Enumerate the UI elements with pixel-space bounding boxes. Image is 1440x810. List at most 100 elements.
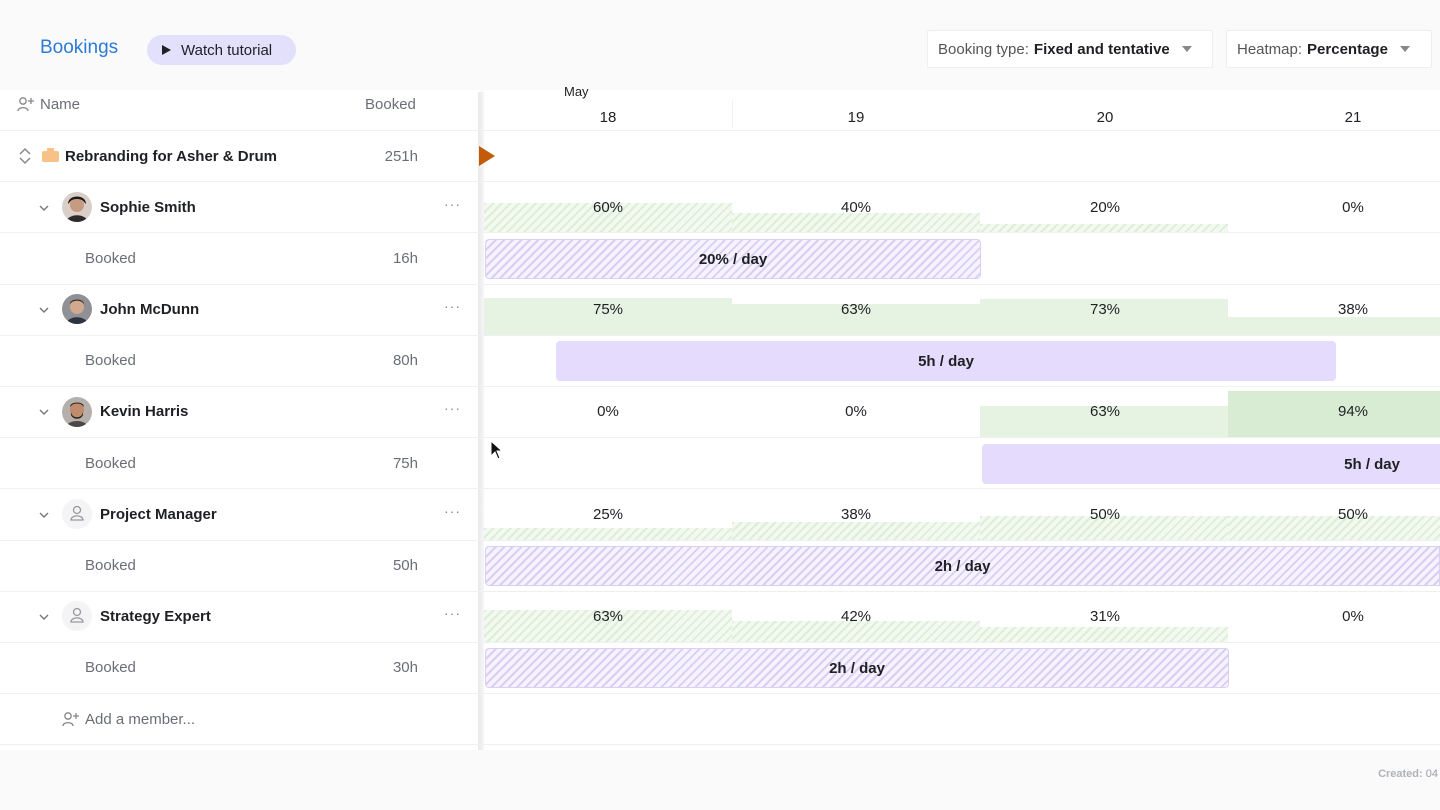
row-separator [0,642,1440,643]
heatmap-cell [732,522,980,540]
percentage-label: 60% [592,199,624,216]
heatmap-dropdown[interactable]: Heatmap: Percentage [1226,30,1432,68]
booking-type-label: Booking type: [938,40,1029,58]
created-label: Created: [1378,768,1423,780]
project-name[interactable]: Rebranding for Asher & Drum [65,148,277,165]
more-icon[interactable]: ··· [444,196,461,212]
booked-column-header[interactable]: Booked [365,96,416,113]
day-label: 19 [847,109,865,126]
add-member-button[interactable]: Add a member... [85,711,196,728]
percentage-label: 38% [1337,301,1369,318]
booked-hours: 50h [392,557,418,574]
heatmap-cell [484,298,732,335]
heatmap-cell [980,627,1228,642]
day-label: 21 [1344,109,1362,126]
play-icon [162,45,171,55]
add-person-icon[interactable] [62,711,80,727]
heatmap-cell [732,304,980,335]
heatmap-cell [980,516,1228,540]
percentage-label: 0% [1342,608,1364,625]
percentage-label: 0% [845,403,867,420]
booking-bar-label: 2h / day [829,659,885,677]
row-separator [0,335,1440,336]
avatar [62,192,92,222]
watch-tutorial-button[interactable]: Watch tutorial [147,35,296,65]
percentage-label: 63% [592,608,624,625]
booking-bar[interactable]: 5h / day [556,341,1336,381]
row-separator [0,693,1440,694]
panel-divider[interactable] [478,92,484,750]
row-separator [0,540,1440,541]
created-value: 04 [1425,768,1438,780]
role-person-icon [62,499,92,529]
booking-bar[interactable]: 2h / day [485,648,1229,688]
booking-bar[interactable]: 5h / day [982,444,1440,484]
month-label: May [564,84,589,99]
member-name[interactable]: John McDunn [100,301,200,318]
chevron-down-icon[interactable] [39,305,49,315]
more-icon[interactable]: ··· [444,503,461,519]
percentage-label: 63% [840,301,872,318]
page-title: Bookings [40,37,119,58]
heatmap-value: Percentage [1307,40,1388,58]
member-name[interactable]: Kevin Harris [100,403,189,420]
percentage-label: 25% [592,506,624,523]
chevron-down-icon[interactable] [39,407,49,417]
role-person-icon [62,601,92,631]
heatmap-cell [1228,391,1440,437]
percentage-label: 73% [1089,301,1121,318]
percentage-label: 0% [597,403,619,420]
caret-down-icon [1181,46,1192,52]
row-separator [0,130,1440,131]
more-icon[interactable]: ··· [444,400,461,416]
member-name[interactable]: Sophie Smith [100,199,196,216]
booked-label: Booked [85,250,136,267]
row-separator [0,591,1440,592]
more-icon[interactable]: ··· [444,605,461,621]
day-label: 20 [1096,109,1114,126]
cursor-icon [490,440,504,460]
percentage-label: 0% [1342,199,1364,216]
percentage-label: 50% [1089,506,1121,523]
row-separator [0,284,1440,285]
heatmap-cell [1228,516,1440,540]
booked-label: Booked [85,352,136,369]
page-header: Bookings Watch tutorial Booking type: Fi… [0,0,1440,90]
row-separator [0,386,1440,387]
more-icon[interactable]: ··· [444,298,461,314]
percentage-label: 50% [1337,506,1369,523]
percentage-label: 38% [840,506,872,523]
booked-label: Booked [85,455,136,472]
expand-collapse-icon[interactable] [18,147,32,165]
booked-hours: 75h [392,455,418,472]
heatmap-cell [484,610,732,642]
heatmap-cell [980,224,1228,233]
chevron-down-icon[interactable] [39,612,49,622]
percentage-label: 75% [592,301,624,318]
booking-bar-label: 5h / day [1344,455,1400,473]
booking-bar-label: 20% / day [698,250,768,268]
heatmap-cell [484,203,732,233]
chevron-down-icon[interactable] [39,203,49,213]
booking-type-dropdown[interactable]: Booking type: Fixed and tentative [927,30,1213,68]
percentage-label: 94% [1337,403,1369,420]
row-separator [0,437,1440,438]
name-column-header[interactable]: Name [40,96,81,113]
booking-bar-label: 5h / day [918,352,974,370]
row-separator [0,488,1440,489]
booking-bar[interactable]: 2h / day [485,546,1440,586]
heatmap-cell [1228,317,1440,335]
percentage-label: 20% [1089,199,1121,216]
percentage-label: 42% [840,608,872,625]
booked-label: Booked [85,557,136,574]
member-name[interactable]: Strategy Expert [100,608,211,625]
heatmap-cell [980,406,1228,437]
day-separator [732,100,733,128]
day-label: 18 [599,109,617,126]
booked-hours: 80h [392,352,418,369]
booking-type-value: Fixed and tentative [1033,40,1170,58]
member-name[interactable]: Project Manager [100,506,217,523]
booking-bar[interactable]: 20% / day [485,239,981,279]
chevron-down-icon[interactable] [39,510,49,520]
project-hours: 251h [384,148,418,165]
